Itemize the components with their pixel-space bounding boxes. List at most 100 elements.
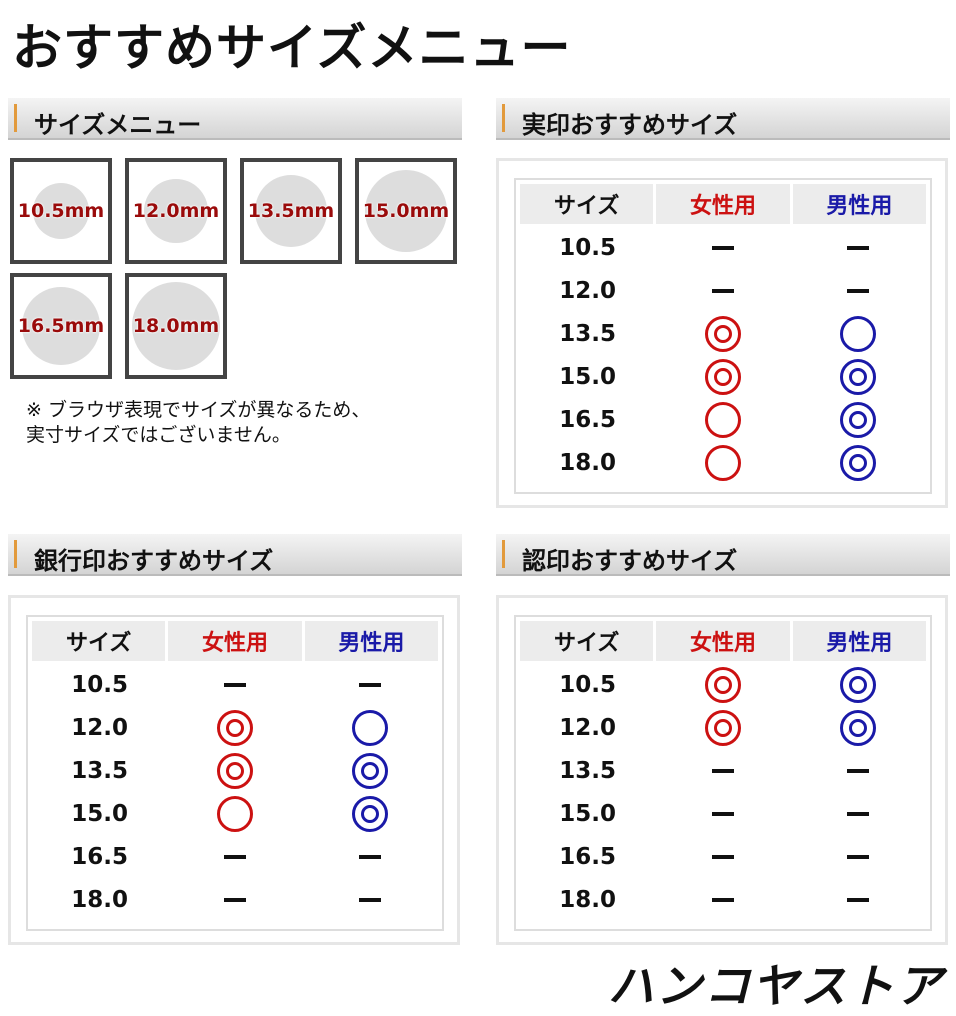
- jitsuin-table: サイズ 女性用 男性用 10.5 12.0 13.5 15.0 16.5 18.0: [514, 178, 932, 494]
- table-row: 18.0: [516, 878, 930, 921]
- dash-icon: [847, 288, 870, 293]
- size-label: 12.0mm: [132, 200, 220, 222]
- inner-circle: [361, 761, 380, 780]
- male-rating: [791, 854, 926, 859]
- table-row: 16.5: [516, 398, 930, 441]
- size-value: 12.0: [71, 714, 129, 741]
- size-sample-3: 15.0mm: [355, 158, 457, 264]
- size-value: 18.0: [71, 886, 129, 913]
- female-column-header: 女性用: [656, 621, 790, 661]
- size-value: 15.0: [71, 800, 129, 827]
- female-rating: [167, 897, 302, 902]
- size-sample-4: 16.5mm: [10, 273, 112, 379]
- page-title: おすすめサイズメニュー: [12, 19, 572, 77]
- mitomein-table: サイズ 女性用 男性用 10.5 12.0 13.5 15.0 16.5 18.0: [514, 615, 932, 931]
- dash-icon: [847, 897, 870, 902]
- double-circle-icon: [840, 444, 877, 481]
- double-circle-icon: [840, 709, 877, 746]
- jitsuin-heading: 実印おすすめサイズ: [496, 98, 950, 140]
- seal-disk: [22, 287, 100, 365]
- table-row: 15.0: [516, 792, 930, 835]
- male-rating: [791, 666, 926, 703]
- female-rating: [655, 245, 790, 250]
- double-circle-icon: [704, 315, 741, 352]
- female-rating: [655, 358, 790, 395]
- female-rating: [655, 288, 790, 293]
- table-row: 18.0: [28, 878, 442, 921]
- inner-circle: [849, 718, 868, 737]
- inner-circle: [713, 367, 732, 386]
- ginkouin-heading: 銀行印おすすめサイズ: [8, 534, 462, 576]
- table-row: 13.5: [28, 749, 442, 792]
- table-row: 10.5: [516, 663, 930, 706]
- table-row: 15.0: [28, 792, 442, 835]
- table-row: 16.5: [516, 835, 930, 878]
- double-circle-icon: [352, 752, 389, 789]
- table-row: 10.5: [516, 226, 930, 269]
- table-row: 12.0: [28, 706, 442, 749]
- female-rating: [655, 768, 790, 773]
- size-value: 10.5: [559, 671, 617, 698]
- inner-circle: [361, 804, 380, 823]
- circle-icon: [704, 401, 741, 438]
- table-row: 13.5: [516, 749, 930, 792]
- table-header: サイズ 女性用 男性用: [516, 617, 930, 661]
- dash-icon: [711, 245, 734, 250]
- male-rating: [791, 811, 926, 816]
- table-row: 18.0: [516, 441, 930, 484]
- table-row: 16.5: [28, 835, 442, 878]
- double-circle-icon: [704, 709, 741, 746]
- female-column-header: 女性用: [656, 184, 790, 224]
- inner-circle: [225, 718, 244, 737]
- double-circle-icon: [216, 709, 253, 746]
- double-circle-icon: [840, 358, 877, 395]
- female-rating: [167, 682, 302, 687]
- male-rating: [791, 709, 926, 746]
- female-rating: [655, 854, 790, 859]
- male-rating: [791, 288, 926, 293]
- size-note: ※ ブラウザ表現でサイズが異なるため、 実寸サイズではございません。: [26, 398, 370, 448]
- female-rating: [655, 315, 790, 352]
- circle-icon: [704, 444, 741, 481]
- female-rating: [655, 897, 790, 902]
- female-rating: [655, 444, 790, 481]
- size-value: 10.5: [71, 671, 129, 698]
- female-rating: [167, 795, 302, 832]
- dash-icon: [711, 811, 734, 816]
- dash-icon: [359, 682, 382, 687]
- male-column-header: 男性用: [792, 184, 926, 224]
- note-line-2: 実寸サイズではございません。: [26, 424, 291, 446]
- circle-icon: [352, 709, 389, 746]
- male-rating: [303, 795, 438, 832]
- dash-icon: [359, 897, 382, 902]
- male-rating: [303, 682, 438, 687]
- size-value: 18.0: [559, 886, 617, 913]
- male-rating: [791, 897, 926, 902]
- dash-icon: [847, 811, 870, 816]
- male-rating: [303, 897, 438, 902]
- size-sample-2: 13.5mm: [240, 158, 342, 264]
- double-circle-icon: [704, 666, 741, 703]
- male-rating: [791, 315, 926, 352]
- female-rating: [655, 811, 790, 816]
- inner-circle: [849, 367, 868, 386]
- size-column-header: サイズ: [32, 621, 166, 661]
- size-value: 16.5: [71, 843, 129, 870]
- inner-circle: [713, 324, 732, 343]
- table-header: サイズ 女性用 男性用: [516, 180, 930, 224]
- size-label: 13.5mm: [247, 200, 335, 222]
- mitomein-heading: 認印おすすめサイズ: [496, 534, 950, 576]
- jitsuin-table-panel: サイズ 女性用 男性用 10.5 12.0 13.5 15.0 16.5 18.0: [496, 158, 948, 508]
- circle-icon: [840, 315, 877, 352]
- size-column-header: サイズ: [520, 184, 654, 224]
- double-circle-icon: [840, 666, 877, 703]
- male-rating: [303, 709, 438, 746]
- dash-icon: [711, 897, 734, 902]
- size-label: 18.0mm: [132, 315, 220, 337]
- male-rating: [303, 854, 438, 859]
- size-value: 10.5: [559, 234, 617, 261]
- table-row: 15.0: [516, 355, 930, 398]
- size-sample-0: 10.5mm: [10, 158, 112, 264]
- male-rating: [791, 768, 926, 773]
- size-column-header: サイズ: [520, 621, 654, 661]
